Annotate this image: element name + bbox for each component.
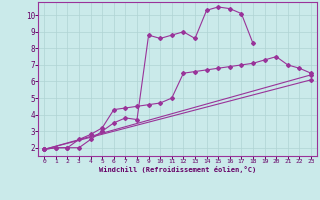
X-axis label: Windchill (Refroidissement éolien,°C): Windchill (Refroidissement éolien,°C) bbox=[99, 166, 256, 173]
